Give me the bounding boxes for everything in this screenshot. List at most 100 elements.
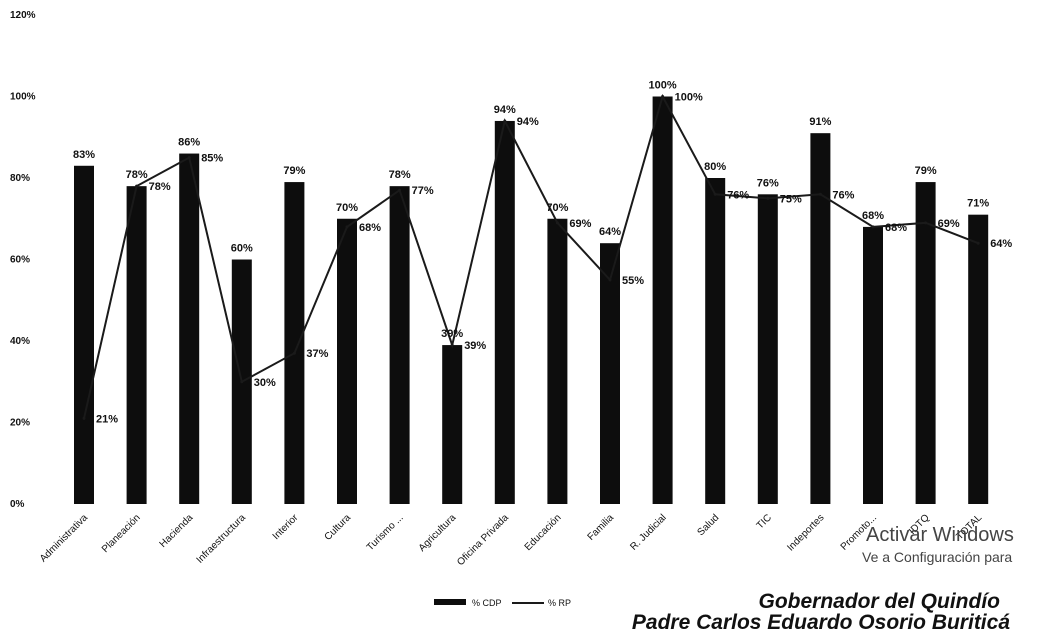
rp-data-label: 76% [727,189,749,201]
category-labels: Administrativa Planeación Hacienda Infraest… [38,512,985,568]
category-label: Agricultura [417,512,459,554]
watermark-line2: Ve a Configuración para [862,549,1012,565]
cdp-bar [705,178,726,504]
rp-point [871,225,875,229]
rp-point [82,416,86,420]
rp-data-label: 77% [412,185,434,197]
category-label: TIC [755,512,774,531]
y-tick-label: 80% [10,173,30,184]
rp-point [345,225,349,229]
cdp-bar [810,133,831,505]
rp-point [608,278,612,282]
category-label: Hacienda [158,512,196,550]
rp-data-label: 30% [254,377,276,389]
rp-point [503,119,507,123]
cdp-bar [915,182,936,504]
cdp-data-label: 76% [757,177,779,189]
rp-line [82,93,980,420]
y-tick-label: 120% [10,10,36,21]
category-label: Infraestructura [195,512,249,566]
cdp-bar [547,218,568,504]
cdp-bar [179,153,200,505]
rp-point [766,196,770,200]
cdp-data-label: 80% [704,161,726,173]
watermark-line1: Activar Windows [866,524,1014,546]
rp-point [398,188,402,192]
rp-data-label: 37% [306,348,328,360]
cdp-bar [652,96,673,504]
rp-series-line [83,93,979,419]
signature: Gobernador del Quindío Padre Carlos Edua… [632,590,1010,634]
rp-data-label: 85% [201,153,223,165]
y-tick-label: 100% [10,92,36,103]
rp-data-label: 21% [96,413,118,425]
cdp-data-label: 70% [336,202,358,214]
legend-cdp-label: % CDP [472,598,502,608]
category-label: Cultura [323,512,354,543]
cdp-data-label: 60% [231,243,253,255]
rp-data-label: 75% [780,193,802,205]
rp-point [818,192,822,196]
y-tick-label: 60% [10,255,30,266]
cdp-data-label: 68% [862,210,884,222]
category-label: Oficina Privada [455,512,511,568]
rp-point [292,351,296,355]
cdp-data-label: 79% [283,165,305,177]
signature-name: Padre Carlos Eduardo Osorio Buriticá [632,611,1010,634]
cdp-bar [126,186,147,504]
rp-point [976,241,980,245]
category-label: Familia [586,512,617,543]
cdp-data-label: 86% [178,137,200,149]
category-label: Planeación [100,512,143,555]
category-label: Indeportes [785,512,826,553]
cdp-data-label: 71% [967,198,989,210]
rp-data-label: 100% [675,92,703,104]
y-tick-label: 20% [10,418,30,429]
y-tick-label: 0% [10,499,25,510]
category-label: R. Judicial [628,512,668,552]
data-labels: 83% 78% 86% 60% 79% 70% 78% 39% 94% 70% 64% 100% 80%… [73,80,1012,426]
rp-data-label: 64% [990,238,1012,250]
cdp-bar [337,218,357,504]
cdp-bar [757,194,778,505]
category-label: Turismo ... [365,512,406,553]
rp-data-label: 39% [464,340,486,352]
cdp-data-label: 91% [809,116,831,128]
cdp-bar [442,345,463,504]
rp-point [187,156,191,160]
rp-point [135,184,139,188]
category-label: Administrativa [38,512,90,564]
y-tick-label: 40% [10,336,30,347]
cdp-bar [284,182,305,504]
legend-cdp-swatch [434,599,466,605]
rp-data-label: 69% [569,218,591,230]
cdp-bar [389,186,410,504]
cdp-bar [600,243,620,504]
legend: % CDP % RP [434,598,571,608]
cdp-bar [863,226,883,504]
cdp-data-label: 100% [649,80,677,92]
rp-data-label: 94% [517,116,539,128]
rp-point [555,221,559,225]
rp-point [924,221,928,225]
category-label: Salud [695,512,721,538]
cdp-data-label: 83% [73,149,95,161]
rp-data-label: 68% [359,222,381,234]
rp-point [661,95,665,98]
signature-title: Gobernador del Quindío [759,590,1001,613]
rp-point [713,192,717,196]
rp-point [240,380,244,384]
rp-data-label: 78% [149,181,171,193]
windows-watermark: Activar Windows Ve a Configuración para [862,524,1014,565]
cdp-data-label: 78% [126,169,148,181]
cdp-data-label: 64% [599,226,621,238]
legend-rp-label: % RP [548,598,571,608]
cdp-bar [74,165,94,504]
y-axis: 0% 20% 40% 60% 80% 100% 120% [10,10,36,510]
cdp-data-label: 94% [494,104,516,116]
rp-data-label: 68% [885,222,907,234]
cdp-bar [494,120,515,504]
category-label: Educación [523,512,564,553]
rp-point [450,343,454,347]
